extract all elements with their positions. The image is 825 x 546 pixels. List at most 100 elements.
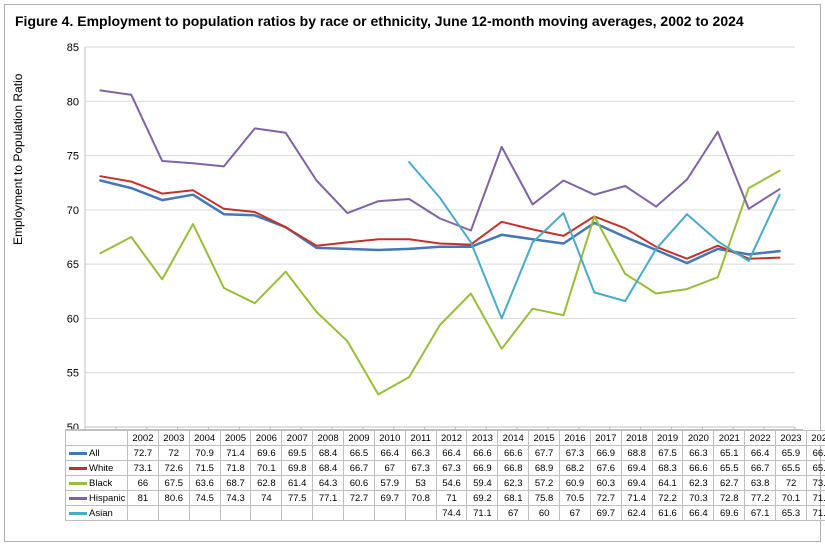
data-cell	[220, 506, 251, 521]
data-cell: 68.4	[313, 461, 344, 476]
legend-swatch-black	[69, 482, 87, 485]
data-cell: 72	[158, 446, 189, 461]
data-cell: 66.4	[374, 446, 405, 461]
year-header: 2010	[374, 431, 405, 446]
chart-area: 5055606570758085	[65, 39, 803, 429]
data-cell: 77.5	[282, 491, 313, 506]
data-cell	[189, 506, 220, 521]
series-label: Asian	[89, 508, 113, 519]
legend-swatch-hispanic	[69, 497, 87, 500]
legend-swatch-asian	[69, 512, 87, 515]
data-cell: 69.6	[714, 506, 745, 521]
data-cell: 66.7	[344, 461, 375, 476]
data-cell: 69.4	[621, 461, 652, 476]
data-cell: 72	[776, 476, 807, 491]
data-cell	[282, 506, 313, 521]
data-cell	[374, 506, 405, 521]
data-cell: 66.6	[498, 446, 529, 461]
data-cell: 66.2	[806, 446, 825, 461]
data-cell: 57.2	[529, 476, 560, 491]
data-cell: 73.1	[128, 461, 159, 476]
year-header: 2023	[776, 431, 807, 446]
data-cell: 74.4	[436, 506, 467, 521]
year-header: 2017	[590, 431, 621, 446]
year-header: 2014	[498, 431, 529, 446]
data-cell: 67	[374, 461, 405, 476]
data-cell: 62.3	[683, 476, 714, 491]
data-cell: 69.2	[467, 491, 498, 506]
data-cell: 62.4	[621, 506, 652, 521]
data-cell: 71.9	[806, 491, 825, 506]
data-cell: 68.8	[621, 446, 652, 461]
data-cell: 64.1	[652, 476, 683, 491]
data-cell: 65.3	[776, 506, 807, 521]
data-cell: 72.2	[652, 491, 683, 506]
data-cell: 67.5	[652, 446, 683, 461]
data-cell: 69.8	[282, 461, 313, 476]
data-cell: 72.6	[158, 461, 189, 476]
series-label: White	[89, 463, 113, 474]
data-cell: 77.1	[313, 491, 344, 506]
data-cell: 71.4	[621, 491, 652, 506]
data-cell: 74.3	[220, 491, 251, 506]
series-header-hispanic: Hispanic	[66, 491, 128, 506]
data-cell: 70.1	[251, 461, 282, 476]
series-header-all: All	[66, 446, 128, 461]
year-header: 2012	[436, 431, 467, 446]
year-header: 2002	[128, 431, 159, 446]
data-cell: 71	[436, 491, 467, 506]
data-cell: 59.4	[467, 476, 498, 491]
data-cell: 65.9	[776, 446, 807, 461]
series-line-all	[100, 181, 779, 264]
data-cell: 69.6	[251, 446, 282, 461]
data-cell: 63.6	[189, 476, 220, 491]
year-header: 2013	[467, 431, 498, 446]
legend-swatch-all	[69, 452, 87, 455]
series-header-asian: Asian	[66, 506, 128, 521]
year-header: 2004	[189, 431, 220, 446]
y-tick-label: 60	[67, 313, 79, 325]
data-cell: 66.7	[745, 461, 776, 476]
data-cell: 66.3	[683, 446, 714, 461]
y-tick-label: 80	[67, 96, 79, 108]
data-cell: 66.3	[405, 446, 436, 461]
figure-title: Figure 4. Employment to population ratio…	[5, 5, 820, 33]
data-cell: 70.1	[776, 491, 807, 506]
data-cell: 60	[529, 506, 560, 521]
data-cell: 62.8	[251, 476, 282, 491]
legend-swatch-white	[69, 467, 87, 470]
data-cell: 68.4	[313, 446, 344, 461]
data-cell: 71.8	[220, 461, 251, 476]
year-header: 2018	[621, 431, 652, 446]
data-cell: 65.6	[806, 461, 825, 476]
data-cell: 71.1	[467, 506, 498, 521]
table-row: Hispanic8180.674.574.37477.577.172.769.7…	[66, 491, 825, 506]
data-cell: 67.3	[436, 461, 467, 476]
data-cell: 61.4	[282, 476, 313, 491]
data-cell: 74.5	[189, 491, 220, 506]
y-tick-label: 85	[67, 42, 79, 54]
data-cell: 67.5	[158, 476, 189, 491]
y-tick-label: 55	[67, 368, 79, 380]
year-header: 2011	[405, 431, 436, 446]
data-cell: 66.9	[467, 461, 498, 476]
data-cell: 67	[498, 506, 529, 521]
year-header: 2024	[806, 431, 825, 446]
data-cell: 73.6	[806, 476, 825, 491]
series-line-asian	[409, 162, 779, 318]
data-cell: 67.3	[405, 461, 436, 476]
data-cell: 64.3	[313, 476, 344, 491]
data-cell: 62.3	[498, 476, 529, 491]
data-cell	[344, 506, 375, 521]
data-cell: 70.9	[189, 446, 220, 461]
y-tick-label: 65	[67, 259, 79, 271]
data-cell	[128, 506, 159, 521]
data-cell: 72.8	[714, 491, 745, 506]
year-header: 2020	[683, 431, 714, 446]
data-cell: 65.5	[714, 461, 745, 476]
series-label: Hispanic	[89, 493, 125, 504]
data-cell: 69.7	[374, 491, 405, 506]
year-header: 2003	[158, 431, 189, 446]
series-label: Black	[89, 478, 112, 489]
table-row: White73.172.671.571.870.169.868.466.7676…	[66, 461, 825, 476]
